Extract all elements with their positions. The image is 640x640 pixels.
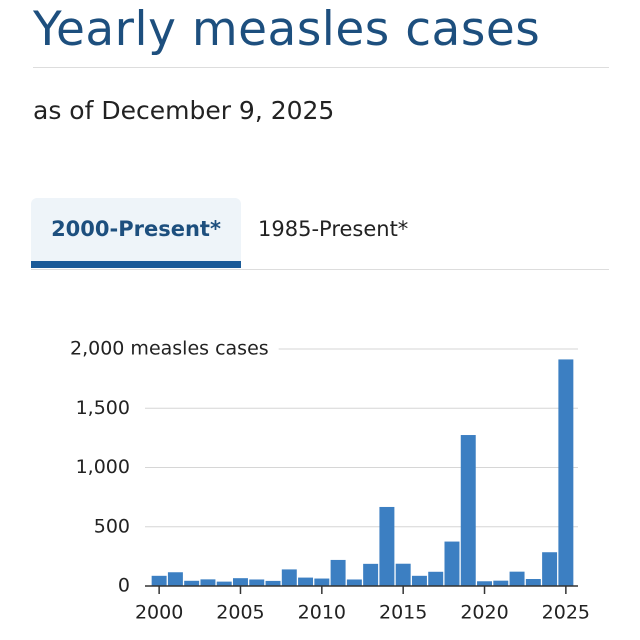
bar xyxy=(167,572,183,586)
bar xyxy=(184,580,200,586)
bar xyxy=(281,569,297,586)
x-tick-label: 2015 xyxy=(379,602,427,624)
divider xyxy=(33,67,609,68)
tab[interactable]: 1985-Present* xyxy=(258,217,409,241)
bar xyxy=(249,579,265,586)
bar xyxy=(477,581,493,586)
x-tick-label: 2005 xyxy=(216,602,264,624)
bar xyxy=(346,579,362,586)
bar xyxy=(509,571,525,586)
y-tick-label: 2,000 measles cases xyxy=(70,338,269,360)
subtitle: as of December 9, 2025 xyxy=(33,96,335,125)
x-tick-label: 2000 xyxy=(135,602,183,624)
bar xyxy=(200,579,216,586)
bar xyxy=(525,579,541,586)
bar xyxy=(298,577,314,586)
tab-active[interactable]: 2000-Present* xyxy=(31,198,241,268)
bar xyxy=(493,580,509,586)
bar xyxy=(411,575,427,586)
bar xyxy=(330,559,346,586)
bar xyxy=(428,571,444,586)
x-tick-label: 2020 xyxy=(460,602,508,624)
bar xyxy=(379,506,395,586)
bar xyxy=(542,552,558,586)
y-tick-label: 500 xyxy=(94,515,130,537)
x-tick-label: 2025 xyxy=(542,602,590,624)
x-tick-label: 2010 xyxy=(298,602,346,624)
y-tick-label: 1,500 xyxy=(76,397,130,419)
y-tick-label: 1,000 xyxy=(76,456,130,478)
bar xyxy=(444,541,460,586)
bar xyxy=(265,580,281,586)
bar xyxy=(395,563,411,586)
title: Yearly measles cases xyxy=(33,2,541,57)
y-tick-label: 0 xyxy=(118,575,130,597)
divider xyxy=(31,269,609,270)
bar xyxy=(232,578,248,586)
bar xyxy=(363,563,379,586)
bar xyxy=(151,575,167,586)
bar xyxy=(460,435,476,586)
bar xyxy=(558,359,574,586)
bar xyxy=(314,578,330,586)
bar xyxy=(216,581,232,586)
